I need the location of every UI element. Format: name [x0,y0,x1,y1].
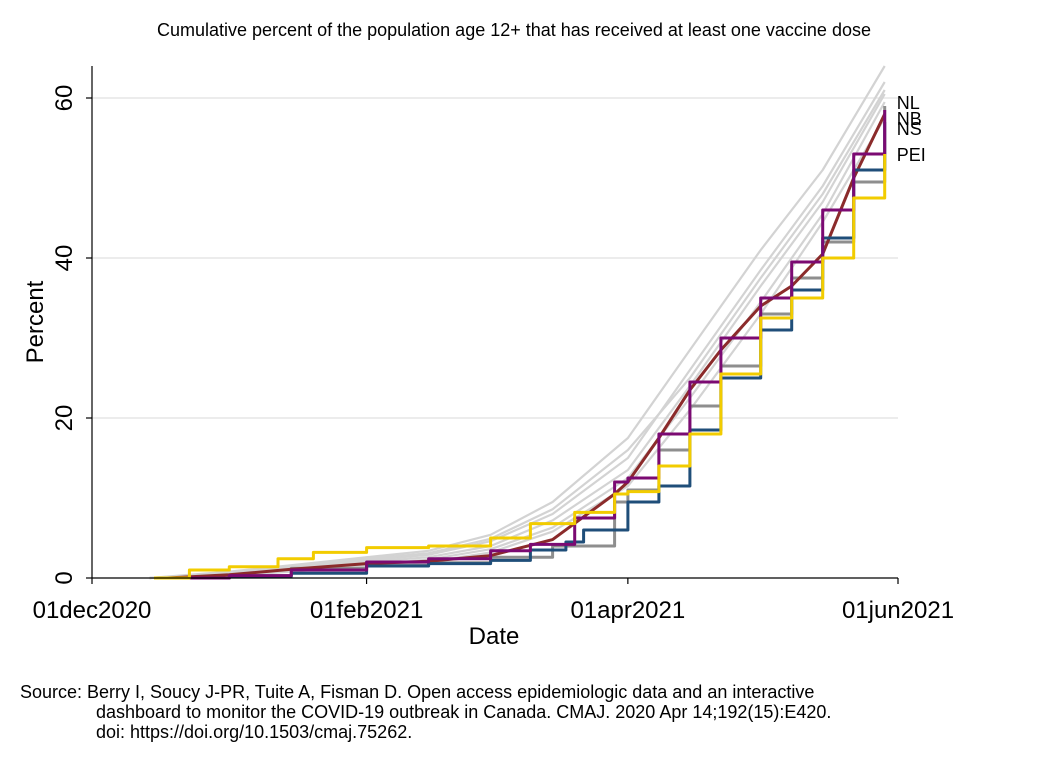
source-line-1: Source: Berry I, Soucy J-PR, Tuite A, Fi… [20,682,815,702]
series-line-pei [154,154,887,580]
series-line-ns [154,122,887,580]
tick-labels: 0 20 40 60 01dec2020 01feb2021 01apr2021 01jun2… [33,85,954,624]
series-label-pei: PEI [897,145,926,165]
y-tick-label-40: 40 [51,245,78,272]
line-chart: 0 20 40 60 01dec2020 01feb2021 01apr2021 01jun2… [22,65,954,650]
background-series-line-3 [149,93,886,580]
series-label-nb: NB [897,109,922,129]
background-series-line-4 [149,101,886,580]
background-series-line-6 [149,117,886,580]
background-series-line-1 [149,65,886,580]
series-line-nb [167,113,887,580]
x-tick-label-2: 01feb2021 [310,597,423,624]
chart-title: Cumulative percent of the population age… [157,20,871,40]
source-note: Source: Berry I, Soucy J-PR, Tuite A, Fi… [20,682,1030,742]
axes [91,66,898,579]
source-line-3: doi: https://doi.org/10.1503/cmaj.75262. [96,722,413,742]
source-line-2: dashboard to monitor the COVID-19 outbre… [96,702,832,722]
series-line-province-4 [176,110,887,580]
background-series [149,65,886,580]
highlighted-series [154,106,887,580]
gridlines [92,97,898,419]
y-tick-label-20: 20 [51,405,78,432]
x-tick-label-1: 01dec2020 [33,597,152,624]
y-tick-label-0: 0 [51,571,78,584]
series-label-ns: NS [897,119,922,139]
x-tick-label-3: 01apr2021 [570,597,685,624]
x-tick-label-4: 01jun2021 [842,597,954,624]
x-axis-title: Date [469,623,520,650]
series-line-nl [154,106,887,580]
y-tick-label-60: 60 [51,85,78,112]
series-label-nl: NL [897,93,920,113]
y-axis-title: Percent [22,280,49,363]
background-series-line-5 [149,89,886,580]
